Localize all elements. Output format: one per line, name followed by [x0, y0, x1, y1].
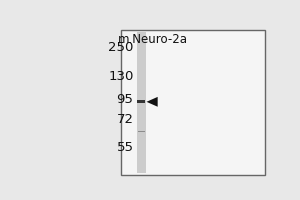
- Bar: [138, 131, 145, 132]
- Bar: [121, 30, 266, 175]
- Text: 250: 250: [108, 41, 134, 54]
- Text: 55: 55: [116, 141, 134, 154]
- Polygon shape: [146, 97, 158, 107]
- Bar: [137, 100, 145, 103]
- Text: m.Neuro-2a: m.Neuro-2a: [118, 33, 188, 46]
- Text: 72: 72: [116, 113, 134, 126]
- Text: 95: 95: [117, 93, 134, 106]
- Text: 130: 130: [108, 70, 134, 83]
- Bar: [137, 32, 146, 173]
